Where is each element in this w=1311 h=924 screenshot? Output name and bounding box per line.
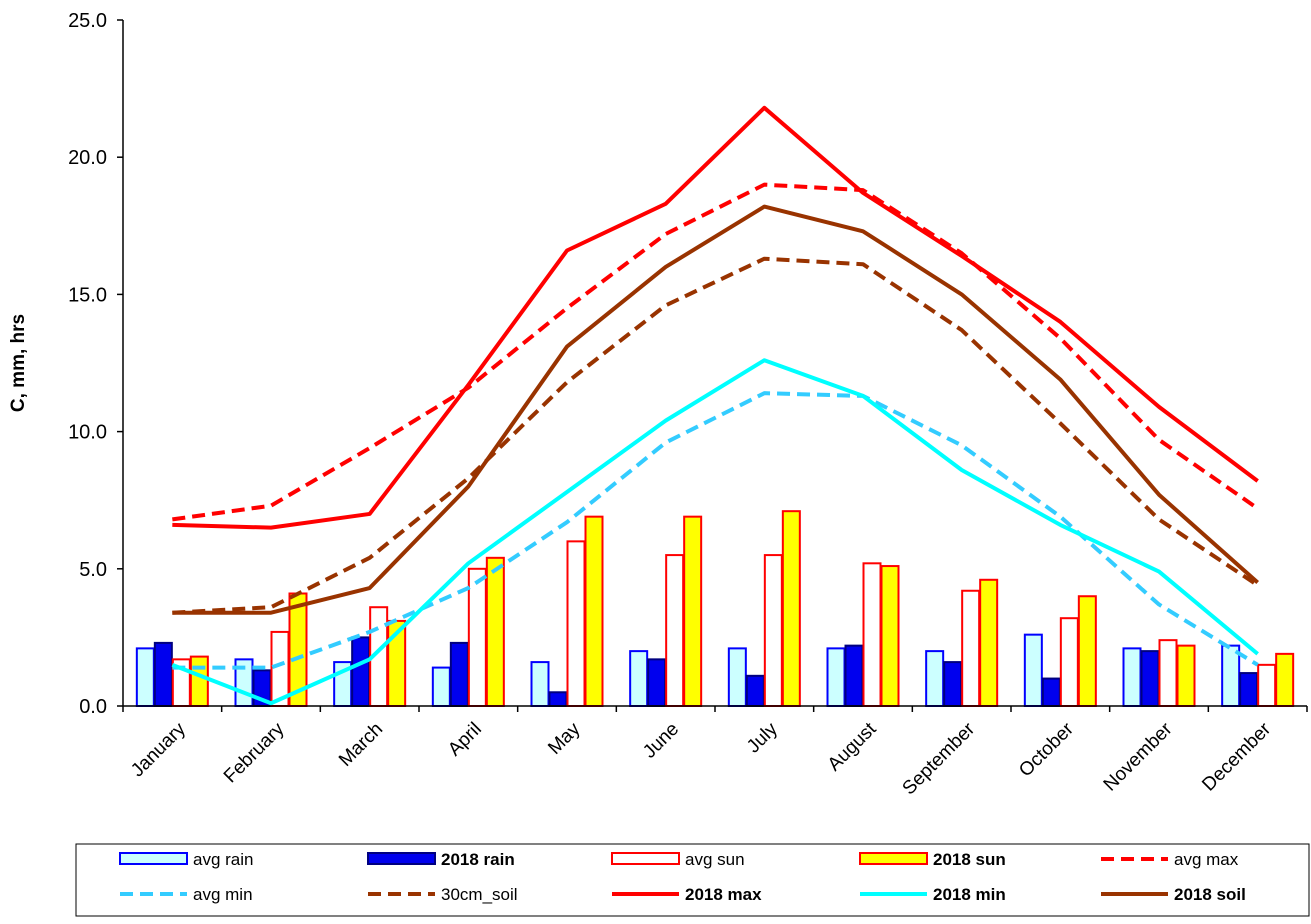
bar-2018-rain-april [449, 641, 469, 707]
x-tick-label-april: April [444, 719, 486, 761]
y-tick-label: 10.0 [68, 422, 107, 444]
line-30cm-soil [172, 256, 1259, 615]
bar-avg-sun-april [467, 567, 487, 707]
bar-2018-rain-august [844, 644, 864, 708]
x-tick-label-july: July [743, 718, 782, 757]
bar-avg-rain-july [727, 647, 747, 707]
bar-2018-sun-december [1275, 652, 1295, 708]
bar-2018-rain-june [647, 658, 667, 707]
line-2018-min [171, 358, 1259, 706]
line-series-2018-soil [172, 204, 1259, 615]
x-tick-label-september: September [899, 718, 980, 799]
bar-avg-sun-october [1059, 617, 1079, 708]
bar-avg-sun-august [862, 562, 882, 708]
x-tick-label-june: June [639, 719, 683, 763]
bar-avg-sun-november [1158, 639, 1178, 707]
legend-item-2018-min: 2018 min [860, 885, 1006, 904]
bar-2018-sun-april [485, 556, 505, 707]
y-tick-label: 5.0 [79, 559, 107, 581]
line-series-30cm-soil [172, 256, 1259, 615]
x-tick-label-march: March [335, 719, 387, 771]
legend-label-2018-soil: 2018 soil [1174, 885, 1246, 904]
legend-label-avg-min: avg min [193, 885, 253, 904]
x-tick-label-october: October [1015, 718, 1078, 781]
bar-avg-rain-april [431, 666, 451, 707]
legend-item-avg-sun: avg sun [611, 850, 745, 869]
x-tick-label-february: February [220, 718, 289, 787]
legend-label-2018-sun: 2018 sun [933, 850, 1006, 869]
legend-label-2018-rain: 2018 rain [441, 850, 515, 869]
bar-series-avg-rain [135, 633, 1241, 708]
x-tick-label-november: November [1100, 718, 1177, 795]
bar-avg-sun-june [665, 554, 685, 708]
y-axis-label: C, mm, hrs [8, 314, 29, 412]
line-series-2018-min [171, 358, 1259, 706]
legend-swatch-2018-sun [859, 852, 928, 865]
bar-avg-sun-may [566, 540, 586, 707]
legend: avg rain 2018 rain avg sun 2018 sun avg max a… [75, 843, 1310, 917]
bar-2018-rain-may [548, 691, 568, 708]
legend-item-30cm-soil: 30cm_soil [368, 885, 518, 904]
legend-item-avg-max: avg max [1101, 850, 1239, 869]
x-tick-label-august: August [824, 718, 881, 775]
bar-2018-sun-may [584, 515, 604, 707]
bar-avg-sun-december [1257, 663, 1277, 708]
bar-2018-sun-september [979, 578, 999, 707]
bar-avg-rain-may [530, 661, 550, 708]
legend-label-avg-max: avg max [1174, 850, 1239, 869]
bar-avg-rain-january [135, 647, 155, 707]
bar-2018-sun-january [189, 655, 209, 707]
bar-2018-sun-june [683, 515, 703, 707]
bar-2018-sun-october [1077, 595, 1097, 707]
y-tick-label: 15.0 [68, 284, 107, 306]
bar-2018-sun-november [1176, 644, 1196, 708]
bar-avg-rain-december [1221, 644, 1241, 708]
legend-swatch-avg-rain [119, 852, 188, 865]
bar-avg-rain-october [1023, 633, 1043, 708]
bar-2018-rain-march [351, 636, 371, 708]
legend-label-30cm-soil: 30cm_soil [441, 885, 518, 904]
bar-avg-rain-september [925, 650, 945, 707]
legend-label-avg-rain: avg rain [193, 850, 253, 869]
y-tick-label: 0.0 [79, 696, 107, 718]
line-2018-soil [172, 204, 1259, 615]
legend-item-2018-rain: 2018 rain [367, 850, 515, 869]
bar-avg-sun-july [763, 554, 783, 708]
legend-swatch-avg-sun [611, 852, 680, 865]
legend-label-avg-sun: avg sun [685, 850, 745, 869]
bar-2018-rain-october [1041, 677, 1061, 707]
bar-2018-rain-december [1239, 672, 1259, 708]
legend-item-avg-rain: avg rain [119, 850, 253, 869]
legend-swatch-2018-rain [367, 852, 436, 865]
bar-avg-sun-september [961, 589, 981, 708]
x-tick-label-may: May [544, 718, 585, 759]
bar-series-2018-sun [189, 510, 1295, 708]
line-series-2018-max [172, 105, 1259, 530]
bar-avg-rain-august [826, 647, 846, 707]
x-tick-label-december: December [1198, 718, 1275, 795]
bar-2018-rain-november [1140, 650, 1160, 707]
bar-avg-rain-november [1122, 647, 1142, 707]
y-tick-label: 25.0 [68, 10, 107, 32]
legend-item-2018-max: 2018 max [612, 885, 762, 904]
legend-item-2018-sun: 2018 sun [859, 850, 1006, 869]
legend-box [75, 843, 1310, 917]
bar-2018-rain-september [943, 661, 963, 708]
bar-avg-rain-june [629, 650, 649, 707]
legend-item-2018-soil: 2018 soil [1101, 885, 1246, 904]
bar-2018-sun-august [880, 565, 900, 708]
line-2018-max [172, 105, 1259, 530]
x-tick-label-january: January [127, 718, 190, 781]
legend-item-avg-min: avg min [120, 885, 253, 904]
bar-2018-rain-july [745, 674, 765, 707]
bar-2018-sun-july [781, 510, 801, 707]
bar-2018-rain-january [153, 641, 173, 707]
legend-label-2018-min: 2018 min [933, 885, 1006, 904]
legend-label-2018-max: 2018 max [685, 885, 762, 904]
y-tick-label: 20.0 [68, 147, 107, 169]
